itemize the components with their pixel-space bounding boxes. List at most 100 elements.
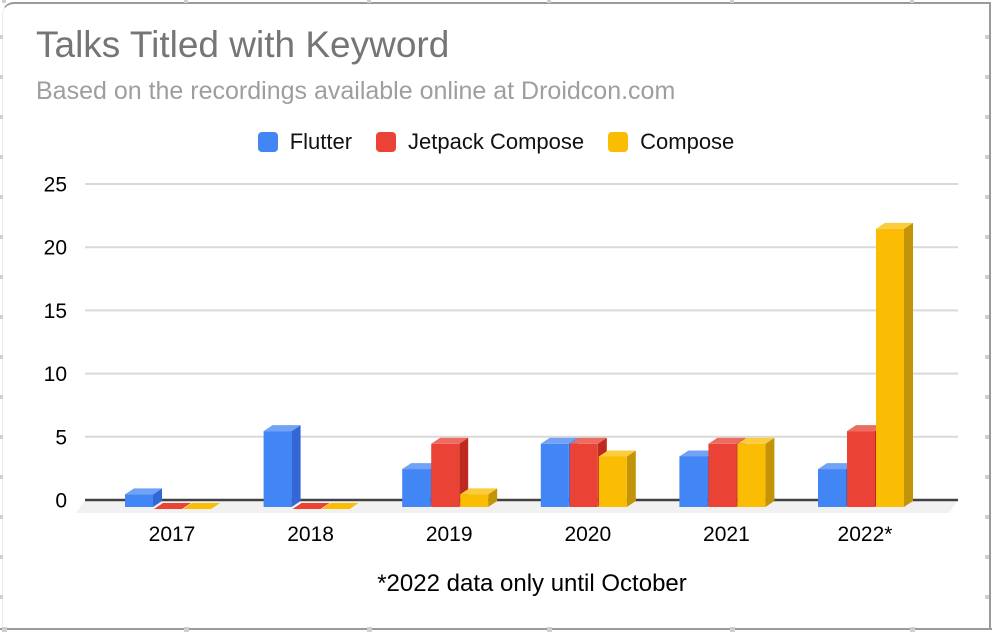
bar-flutter-2017-top [125,488,162,495]
ruler-tick [985,435,989,439]
bar-flutter-2020-top [540,437,578,444]
bar-jetpack-compose-2020-top [569,437,607,444]
ruler-tick [0,195,3,199]
legend-label: Jetpack Compose [408,128,585,154]
bar-compose-2022 [876,228,904,508]
ruler-tick [547,0,551,3]
chart-legend: Flutter Jetpack Compose Compose [0,128,992,155]
bar-flutter-2018 [263,431,292,507]
bar-flutter-2021 [679,456,708,507]
ruler-tick [730,0,734,3]
x-axis-label: 2017 [149,523,196,546]
ruler-tick [985,235,989,239]
bar-compose-2022-top [876,222,913,229]
ruler-tick [184,627,189,632]
bar-jetpack-compose-2019 [431,443,460,507]
bar-compose-2018-flat [321,503,359,509]
ruler-tick [985,555,989,559]
ruler-tick [367,627,372,632]
ruler-tick [985,275,989,279]
legend-item-jetpack-compose: Jetpack Compose [376,129,584,155]
legend-item-flutter: Flutter [257,128,353,155]
ruler-tick [0,35,3,39]
ruler-tick [985,595,989,599]
bar-compose-2019-side [488,488,498,507]
legend-label: Flutter [289,128,353,154]
bar-compose-2022-side [904,222,913,508]
bar-compose-2021-side [765,437,775,507]
ruler-tick [910,0,914,3]
ruler-tick [730,627,735,632]
ruler-tick [0,355,3,359]
bar-flutter-2021-top [679,450,717,457]
bar-compose-2020-side [626,450,636,507]
bar-flutter-2017 [125,494,153,507]
ruler-tick [985,395,989,399]
bar-flutter-2020 [540,443,569,507]
ruler-tick [985,115,989,119]
bar-flutter-2017-side [153,488,162,507]
ruler-tick [547,627,552,632]
ruler-tick [0,395,3,399]
ruler-tick [0,595,3,599]
bar-jetpack-compose-2021 [708,443,737,507]
ruler-tick [2,0,6,3]
ruler-tick [0,515,3,519]
bar-compose-2017-flat [183,503,220,509]
bar-compose-2021 [737,443,766,507]
ruler-tick [985,35,989,39]
ruler-tick [0,435,3,439]
bar-jetpack-compose-2022 [847,431,875,507]
chart-footnote: *2022 data only until October [377,570,687,597]
ruler-tick [910,627,915,632]
x-axis-label: 2020 [564,523,611,546]
bar-compose-2020-top [598,450,636,457]
ruler-tick [985,195,989,199]
ruler-tick [0,475,3,479]
x-axis-label: 2022* [838,523,893,546]
ruler-tick [985,475,989,479]
ruler-tick [0,275,3,279]
bar-compose-2019 [460,494,489,507]
ruler-tick [0,315,3,319]
legend-label: Compose [640,128,735,154]
x-axis-label: 2019 [426,523,473,546]
bar-flutter-2019-top [402,463,440,470]
bar-jetpack-compose-2018-flat [292,503,330,509]
y-axis-label: 10 [44,363,67,386]
bar-compose-2019-top [460,488,498,495]
y-axis-label: 25 [44,174,67,197]
y-axis-label: 15 [44,300,67,323]
frame-bottom-border [0,628,992,630]
bar-jetpack-compose-2021-top [708,437,746,444]
bar-jetpack-compose-2020 [569,443,598,507]
y-axis-label: 20 [44,237,67,260]
chart-title: Talks Titled with Keyword [36,24,450,65]
y-axis-label: 5 [55,426,67,449]
ruler-tick [2,627,7,632]
bar-flutter-2018-side [291,425,301,507]
legend-swatch-flutter [257,131,278,152]
bar-flutter-2022-top [818,463,855,470]
ruler-tick [985,515,989,519]
ruler-tick [985,155,989,159]
ruler-tick [0,115,3,119]
y-axis-label: 0 [55,490,67,513]
bar-jetpack-compose-2019-side [459,437,469,507]
x-axis-label: 2021 [703,523,750,546]
legend-swatch-jetpack-compose [376,131,397,152]
ruler-tick [0,235,3,239]
bar-compose-2021-top [737,437,775,444]
ruler-tick [367,0,371,3]
x-axis-label: 2018 [287,523,334,546]
chart-subtitle: Based on the recordings available online… [36,77,676,105]
bar-jetpack-compose-2017-flat [154,503,191,509]
ruler-tick [0,555,3,559]
ruler-tick [985,355,989,359]
bar-flutter-2022 [818,469,846,507]
bar-flutter-2018-top [263,425,301,432]
ruler-tick [985,315,989,319]
bar-flutter-2019 [402,469,431,507]
